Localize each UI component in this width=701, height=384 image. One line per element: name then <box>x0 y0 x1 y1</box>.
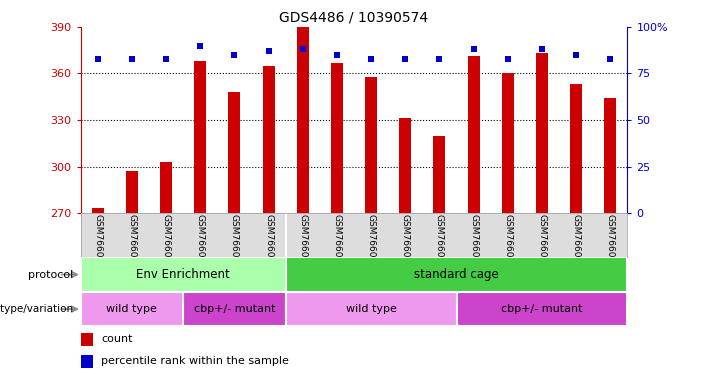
Bar <box>570 84 582 213</box>
Point <box>536 46 547 52</box>
Text: GSM766005: GSM766005 <box>435 214 444 269</box>
Bar <box>331 63 343 213</box>
Text: protocol: protocol <box>28 270 74 280</box>
Point <box>434 55 445 61</box>
Text: GSM766010: GSM766010 <box>503 214 512 269</box>
Bar <box>400 118 411 213</box>
Point <box>297 46 308 52</box>
Point <box>400 55 411 61</box>
Bar <box>502 73 514 213</box>
Text: GSM766006: GSM766006 <box>93 214 102 269</box>
Bar <box>263 66 275 213</box>
Text: standard cage: standard cage <box>414 268 499 281</box>
Title: GDS4486 / 10390574: GDS4486 / 10390574 <box>280 10 428 24</box>
Bar <box>456 292 627 326</box>
Text: GSM766004: GSM766004 <box>401 214 410 269</box>
Bar <box>92 209 104 213</box>
Bar <box>468 56 479 213</box>
Point <box>161 55 172 61</box>
Point <box>468 46 479 52</box>
Text: GSM766001: GSM766001 <box>298 214 307 269</box>
Bar <box>286 292 456 326</box>
Point <box>502 55 513 61</box>
Point <box>605 55 616 61</box>
Point <box>365 55 376 61</box>
Bar <box>297 27 308 213</box>
Text: GSM766016: GSM766016 <box>264 214 273 269</box>
Text: GSM766013: GSM766013 <box>606 214 615 269</box>
Bar <box>536 53 548 213</box>
Bar <box>286 257 627 292</box>
Text: GSM766007: GSM766007 <box>128 214 137 269</box>
Bar <box>81 257 286 292</box>
Point <box>263 48 274 54</box>
Bar <box>81 292 183 326</box>
Text: wild type: wild type <box>107 304 157 314</box>
Point <box>195 43 206 49</box>
Bar <box>81 333 93 346</box>
Point <box>332 52 343 58</box>
Text: GSM766012: GSM766012 <box>571 214 580 269</box>
Text: Env Enrichment: Env Enrichment <box>136 268 230 281</box>
Bar <box>183 292 286 326</box>
Bar <box>126 171 138 213</box>
Text: wild type: wild type <box>346 304 397 314</box>
Bar <box>229 92 240 213</box>
Text: percentile rank within the sample: percentile rank within the sample <box>102 356 290 366</box>
Text: GSM766014: GSM766014 <box>196 214 205 269</box>
Bar <box>604 98 616 213</box>
Text: genotype/variation: genotype/variation <box>0 304 74 314</box>
Bar <box>160 162 172 213</box>
Text: GSM766008: GSM766008 <box>161 214 170 269</box>
Bar <box>194 61 206 213</box>
Point <box>571 52 582 58</box>
Text: GSM766011: GSM766011 <box>538 214 547 269</box>
Text: GSM766003: GSM766003 <box>367 214 376 269</box>
Point <box>126 55 137 61</box>
Text: cbp+/- mutant: cbp+/- mutant <box>501 304 583 314</box>
Point <box>92 55 103 61</box>
Bar <box>365 76 377 213</box>
Text: cbp+/- mutant: cbp+/- mutant <box>193 304 275 314</box>
Bar <box>81 355 93 368</box>
Point <box>229 52 240 58</box>
Text: GSM766009: GSM766009 <box>469 214 478 269</box>
Text: count: count <box>102 334 133 344</box>
Bar <box>433 136 445 213</box>
Text: GSM766002: GSM766002 <box>332 214 341 269</box>
Text: GSM766015: GSM766015 <box>230 214 239 269</box>
